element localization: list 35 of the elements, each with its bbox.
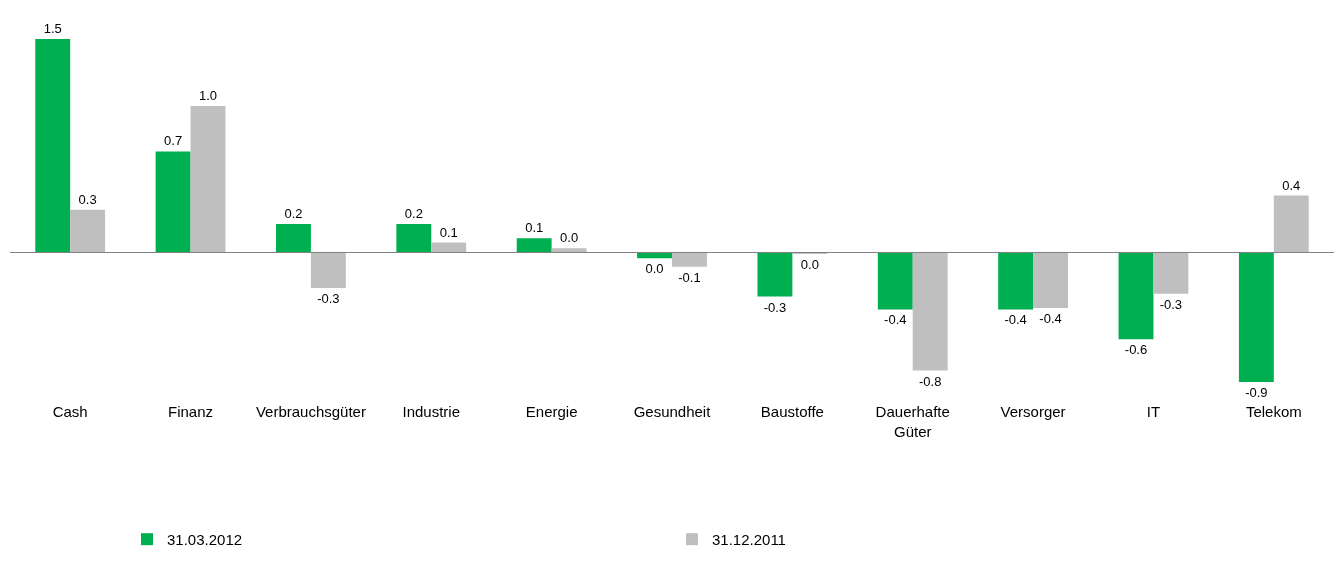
data-label: -0.8 bbox=[918, 373, 942, 389]
x-tick-label: Dauerhafte Güter bbox=[875, 403, 950, 440]
data-label: -0.3 bbox=[763, 299, 787, 315]
x-tick-label: Telekom bbox=[1245, 403, 1302, 420]
data-label: 0.2 bbox=[284, 206, 303, 222]
data-label: 1.0 bbox=[198, 87, 218, 103]
x-tick-label: Versorger bbox=[1000, 403, 1066, 420]
data-label: 0.3 bbox=[78, 191, 97, 207]
data-label: 0.7 bbox=[164, 133, 183, 149]
data-label: 0.0 bbox=[645, 261, 664, 277]
legend-label: 31.12.2011 bbox=[712, 531, 786, 549]
x-tick-label: Industrie bbox=[402, 403, 461, 420]
x-tick-label: Finanz bbox=[168, 403, 214, 420]
x-tick-label: IT bbox=[1146, 403, 1161, 420]
x-tick-label: Baustoffe bbox=[760, 403, 824, 420]
data-label: 0.0 bbox=[800, 257, 819, 272]
data-label: -0.1 bbox=[678, 269, 701, 285]
data-label: -0.3 bbox=[1159, 296, 1183, 312]
data-label: -0.4 bbox=[1004, 312, 1027, 328]
data-label: 1.5 bbox=[43, 21, 62, 37]
x-tick-label: Gesundheit bbox=[633, 403, 712, 420]
data-label: 0.0 bbox=[560, 230, 579, 246]
data-label: 0.1 bbox=[525, 220, 544, 236]
data-label: -0.4 bbox=[1039, 310, 1062, 326]
data-label: 0.4 bbox=[1282, 177, 1301, 193]
x-tick-label: Cash bbox=[52, 403, 88, 420]
data-label: -0.3 bbox=[317, 291, 340, 307]
data-label: -0.6 bbox=[1124, 342, 1148, 358]
x-tick-label: Energie bbox=[525, 403, 578, 420]
data-label: 0.1 bbox=[439, 224, 458, 240]
data-label: -0.9 bbox=[1245, 384, 1268, 400]
x-tick-label: Verbrauchsgüter bbox=[255, 403, 366, 420]
data-label: -0.4 bbox=[884, 312, 907, 328]
legend-label: 31.03.2012 bbox=[167, 531, 243, 549]
data-label: 0.2 bbox=[404, 206, 423, 222]
